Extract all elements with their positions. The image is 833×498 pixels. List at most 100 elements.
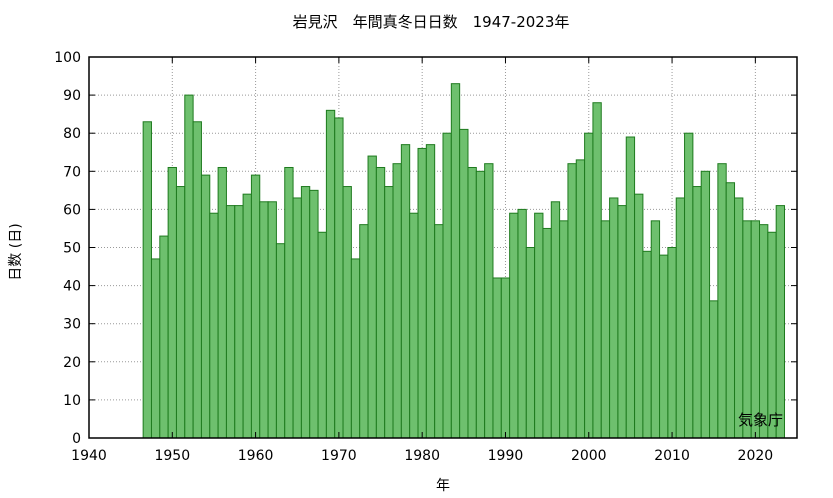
bar bbox=[550, 201, 561, 439]
bar bbox=[225, 205, 236, 439]
bar bbox=[700, 170, 711, 439]
y-tick-label: 100 bbox=[54, 50, 81, 66]
x-tick-label: 2020 bbox=[738, 448, 774, 464]
bar bbox=[642, 250, 652, 439]
bar bbox=[484, 163, 494, 439]
bar bbox=[734, 197, 744, 439]
bar bbox=[725, 182, 736, 439]
bar bbox=[742, 220, 752, 439]
y-tick-label: 0 bbox=[72, 431, 81, 447]
bar bbox=[442, 132, 452, 439]
bar bbox=[609, 197, 619, 439]
bar bbox=[242, 193, 252, 439]
bar bbox=[292, 197, 302, 439]
bar bbox=[434, 224, 444, 439]
bar bbox=[475, 170, 486, 439]
bar bbox=[142, 121, 152, 439]
bars bbox=[142, 83, 786, 439]
source-label: 気象庁 bbox=[738, 411, 783, 429]
bar bbox=[575, 159, 586, 439]
bar bbox=[400, 144, 411, 439]
x-tick-label: 2010 bbox=[654, 448, 690, 464]
bar bbox=[375, 166, 386, 439]
y-axis-label: 日数 (日) bbox=[8, 223, 24, 280]
bar bbox=[334, 117, 344, 439]
bar bbox=[717, 163, 727, 439]
bar bbox=[525, 247, 536, 439]
bar bbox=[175, 186, 186, 439]
bar bbox=[459, 128, 469, 439]
chart-title: 岩見沢 年間真冬日日数 1947-2023年 bbox=[293, 13, 570, 31]
bar bbox=[209, 212, 219, 439]
bar bbox=[675, 197, 686, 439]
y-tick-label: 60 bbox=[63, 202, 81, 218]
bar bbox=[259, 201, 269, 439]
bar bbox=[634, 193, 644, 439]
bar bbox=[767, 231, 777, 439]
bar bbox=[617, 205, 627, 439]
y-tick-label: 90 bbox=[63, 88, 81, 104]
bar bbox=[709, 300, 719, 439]
bar bbox=[684, 132, 694, 439]
y-tick-label: 10 bbox=[63, 393, 81, 409]
bar bbox=[759, 224, 769, 439]
bar bbox=[559, 220, 569, 439]
y-tick-label: 40 bbox=[63, 279, 81, 295]
bar bbox=[417, 147, 427, 439]
bar bbox=[267, 201, 277, 439]
bar bbox=[425, 144, 436, 439]
bar bbox=[250, 174, 261, 439]
x-tick-label: 1990 bbox=[488, 448, 524, 464]
bar bbox=[325, 109, 336, 439]
y-tick-label: 70 bbox=[63, 164, 81, 180]
bar bbox=[450, 83, 461, 439]
y-axis-ticks: 0 10 20 30 40 50 60 70 80 90 100 bbox=[54, 50, 797, 447]
bar bbox=[509, 212, 519, 439]
x-axis-ticks: 1940 1950 1960 1970 1980 1990 2000 2010 2020 bbox=[71, 57, 773, 464]
bar bbox=[667, 247, 677, 439]
x-axis-label: 年 bbox=[436, 478, 450, 494]
bar bbox=[467, 166, 477, 439]
bar bbox=[200, 174, 211, 439]
x-tick-label: 1970 bbox=[321, 448, 357, 464]
bar bbox=[317, 231, 327, 439]
bar bbox=[409, 212, 419, 439]
bar bbox=[284, 166, 294, 439]
bar bbox=[584, 132, 594, 439]
bar bbox=[184, 94, 194, 439]
x-tick-label: 1940 bbox=[71, 448, 107, 464]
bar bbox=[750, 220, 761, 439]
bar bbox=[234, 205, 244, 439]
bar bbox=[192, 121, 202, 439]
bar bbox=[625, 136, 636, 439]
x-tick-label: 1950 bbox=[154, 448, 190, 464]
x-tick-label: 2000 bbox=[571, 448, 607, 464]
bar bbox=[692, 186, 702, 439]
bar bbox=[567, 163, 577, 439]
bar bbox=[300, 186, 311, 439]
bar bbox=[159, 235, 169, 439]
bar bbox=[659, 254, 669, 439]
bar bbox=[592, 102, 602, 439]
y-tick-label: 20 bbox=[63, 355, 81, 371]
bar bbox=[517, 208, 527, 439]
y-tick-label: 50 bbox=[63, 241, 81, 257]
bar bbox=[217, 166, 227, 439]
bar bbox=[775, 205, 786, 439]
bar bbox=[350, 258, 361, 439]
bar bbox=[275, 243, 286, 439]
x-tick-label: 1980 bbox=[404, 448, 440, 464]
y-tick-label: 30 bbox=[63, 317, 81, 333]
bar bbox=[367, 155, 377, 439]
x-tick-label: 1960 bbox=[238, 448, 274, 464]
bar bbox=[600, 220, 611, 439]
bar bbox=[150, 258, 161, 439]
bar bbox=[359, 224, 369, 439]
bar bbox=[392, 163, 402, 439]
bar bbox=[500, 277, 511, 439]
bar bbox=[342, 186, 352, 439]
bar bbox=[492, 277, 502, 439]
bar bbox=[542, 227, 552, 439]
bar bbox=[167, 166, 177, 439]
